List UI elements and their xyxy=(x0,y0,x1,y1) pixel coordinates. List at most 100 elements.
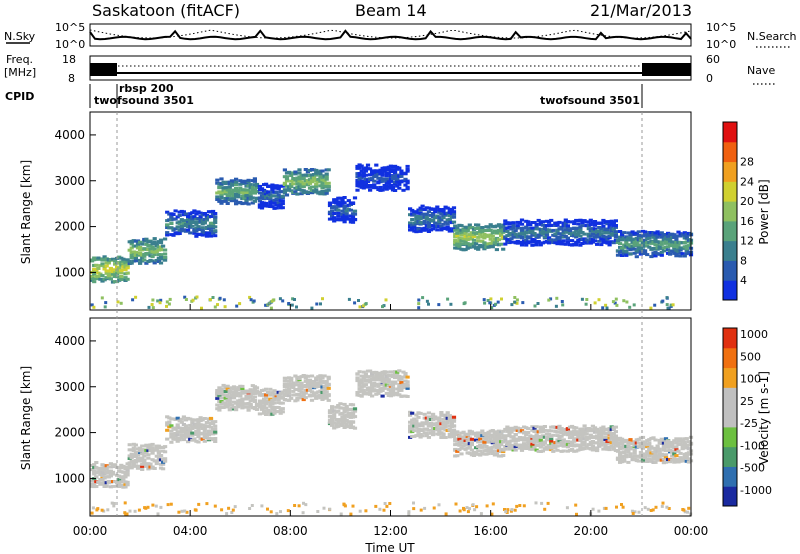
echo-cell xyxy=(636,243,641,247)
echo-cell xyxy=(620,234,625,238)
echo-cell xyxy=(622,444,627,448)
echo-cell xyxy=(322,374,327,378)
nave-tick-bottom: 0 xyxy=(706,72,713,85)
echo-cell xyxy=(295,305,298,309)
echo-cell xyxy=(414,425,419,429)
echo-cell xyxy=(676,242,681,246)
echo-cell xyxy=(119,301,123,305)
echo-cell xyxy=(526,431,531,434)
echo-cell xyxy=(449,302,453,306)
echo-cell xyxy=(192,418,197,422)
echo-cell xyxy=(492,229,497,233)
echo-cell xyxy=(291,182,296,186)
echo-cell xyxy=(609,233,614,236)
echo-cell xyxy=(401,188,406,192)
echo-cell xyxy=(574,437,579,441)
colorbar-tick-label: 28 xyxy=(740,156,754,169)
echo-cell xyxy=(586,232,591,236)
echo-cell xyxy=(275,512,279,516)
echo-cell xyxy=(339,512,343,516)
echo-cell xyxy=(631,512,635,515)
echo-cell xyxy=(270,391,275,395)
echo-cell xyxy=(632,247,637,251)
echo-cell xyxy=(649,233,654,237)
echo-cell xyxy=(204,213,209,217)
echo-cell xyxy=(457,236,462,240)
echo-cell xyxy=(467,445,472,449)
echo-cell xyxy=(622,249,627,253)
echo-cell xyxy=(461,242,466,246)
echo-cell xyxy=(471,238,477,242)
echo-cell xyxy=(590,232,595,236)
echo-cell xyxy=(478,232,483,236)
echo-cell xyxy=(192,209,197,213)
nave-tick-top: 60 xyxy=(706,53,720,66)
echo-cell xyxy=(252,191,257,195)
echo-cell xyxy=(397,374,402,378)
echo-cell xyxy=(248,507,252,510)
echo-cell xyxy=(490,449,495,453)
echo-cell xyxy=(307,181,313,185)
station-title: Saskatoon (fitACF) xyxy=(92,1,240,20)
echo-cell xyxy=(451,215,457,219)
echo-cell xyxy=(565,224,570,228)
echo-cell xyxy=(342,196,347,199)
echo-cell xyxy=(169,502,173,506)
echo-cell xyxy=(161,467,166,471)
colorbar-frame xyxy=(722,121,738,301)
echo-cell xyxy=(289,174,294,177)
echo-cell xyxy=(282,168,287,172)
echo-cell xyxy=(352,409,358,413)
echo-cell xyxy=(190,438,195,442)
echo-cell xyxy=(336,214,341,218)
echo-cell xyxy=(412,213,417,217)
echo-cell xyxy=(576,443,581,447)
echo-cell xyxy=(576,222,581,226)
echo-cell xyxy=(350,412,356,416)
echo-cell xyxy=(395,177,400,181)
echo-cell xyxy=(542,425,547,428)
time-tick-label: 08:00 xyxy=(273,524,308,538)
echo-cell xyxy=(640,435,646,439)
time-axis-label: Time UT xyxy=(364,541,415,554)
colorbar-swatch xyxy=(723,347,737,369)
echo-cell xyxy=(410,411,415,415)
echo-cell xyxy=(220,508,224,512)
freq-tick-bottom: 8 xyxy=(68,72,75,85)
echo-cell xyxy=(534,222,539,226)
echo-cell xyxy=(437,419,442,423)
range-tick-label: 1000 xyxy=(54,471,85,485)
echo-cell xyxy=(299,381,304,385)
echo-cell xyxy=(405,383,410,387)
echo-cell xyxy=(463,231,468,235)
echo-cell xyxy=(416,422,421,426)
echo-cell xyxy=(544,438,550,442)
echo-cell xyxy=(260,504,264,508)
echo-cell xyxy=(443,424,448,428)
colorbar-tick-label: -1000 xyxy=(740,484,772,497)
echo-cell xyxy=(217,389,222,393)
echo-cell xyxy=(196,428,201,432)
echo-cell xyxy=(559,431,564,435)
echo-cell xyxy=(380,179,385,183)
echo-cell xyxy=(597,435,602,439)
echo-cell xyxy=(119,476,124,480)
echo-cell xyxy=(449,431,454,435)
echo-cell xyxy=(352,426,358,430)
echo-cell xyxy=(248,183,253,187)
echo-cell xyxy=(565,427,570,431)
echo-cell xyxy=(213,218,218,222)
echo-cell xyxy=(561,303,565,307)
echo-cell xyxy=(368,369,373,373)
echo-cell xyxy=(482,241,487,245)
echo-cell xyxy=(482,431,487,435)
echo-cell xyxy=(264,387,269,391)
echo-cell xyxy=(216,303,219,307)
echo-cell xyxy=(597,430,602,434)
echo-cell xyxy=(657,441,662,445)
echo-cell xyxy=(482,298,486,302)
echo-cell xyxy=(614,297,618,301)
echo-cell xyxy=(156,444,161,448)
echo-cell xyxy=(158,301,162,305)
echo-cell xyxy=(110,501,114,505)
